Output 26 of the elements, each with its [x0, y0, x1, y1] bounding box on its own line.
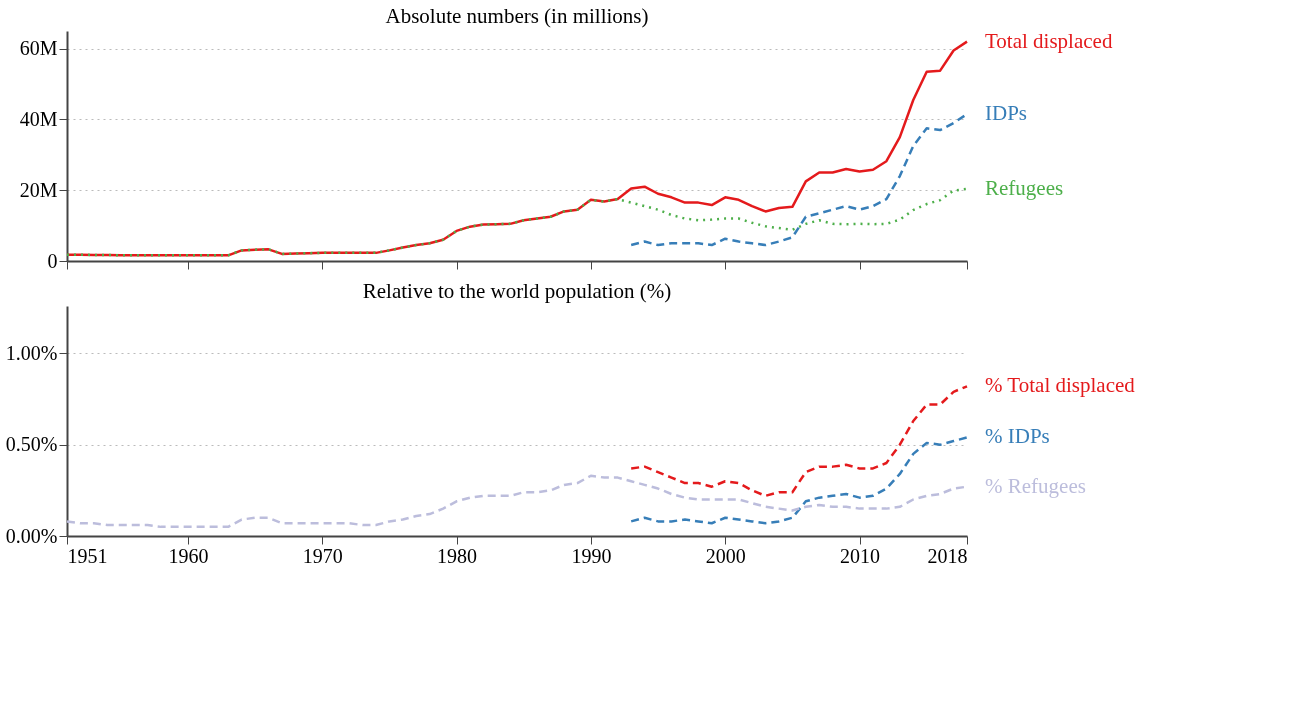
x-tick-label: 2000 [705, 544, 746, 567]
x-tick-label: 1951 [67, 544, 108, 567]
line-series [629, 436, 969, 525]
x-tick-label: 1970 [302, 544, 343, 567]
x-tick-label: 1990 [571, 544, 612, 567]
chart-title: Relative to the world population (%) [362, 279, 672, 303]
line-series [65, 187, 969, 257]
x-tick-label: 1980 [437, 544, 478, 567]
y-tick-label: 1.00% [5, 341, 58, 364]
series-label: % Refugees [985, 473, 1086, 498]
series-label: Refugees [985, 175, 1064, 200]
line-series [629, 385, 969, 498]
x-tick-label: 1960 [168, 544, 209, 567]
series-label: Total displaced [985, 28, 1113, 53]
x-tick-label: 2010 [840, 544, 881, 567]
series-label: % Total displaced [985, 373, 1136, 398]
series-label: % IDPs [985, 424, 1050, 449]
y-tick-label: 0.00% [5, 524, 58, 547]
y-tick-label: 0 [47, 249, 58, 272]
x-tick-label: 2018 [927, 544, 968, 567]
chart-title: Absolute numbers (in millions) [385, 3, 649, 28]
y-tick-label: 60M [19, 37, 58, 60]
y-tick-label: 0.50% [5, 433, 58, 456]
series-label: IDPs [985, 101, 1028, 126]
y-tick-label: 40M [19, 107, 58, 130]
y-tick-label: 20M [19, 178, 58, 201]
